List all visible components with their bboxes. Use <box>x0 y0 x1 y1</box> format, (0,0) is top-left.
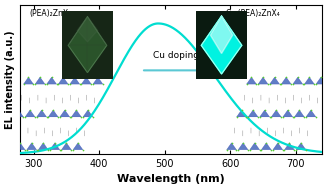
Y-axis label: EL intensity (a.u.): EL intensity (a.u.) <box>5 30 15 129</box>
Polygon shape <box>316 77 326 84</box>
Polygon shape <box>15 143 25 150</box>
Polygon shape <box>237 110 247 117</box>
Polygon shape <box>71 110 81 117</box>
Polygon shape <box>248 110 258 117</box>
Polygon shape <box>14 110 24 117</box>
Polygon shape <box>81 77 91 84</box>
Polygon shape <box>47 77 57 84</box>
Polygon shape <box>281 77 291 84</box>
Polygon shape <box>271 110 281 117</box>
Polygon shape <box>261 143 271 150</box>
Polygon shape <box>306 110 316 117</box>
Text: (PEA)₂ZnX₄: (PEA)₂ZnX₄ <box>29 9 72 18</box>
Polygon shape <box>247 77 256 84</box>
Polygon shape <box>37 110 46 117</box>
Polygon shape <box>58 77 68 84</box>
Polygon shape <box>238 143 248 150</box>
Polygon shape <box>258 77 268 84</box>
Polygon shape <box>70 77 80 84</box>
Polygon shape <box>293 77 303 84</box>
Polygon shape <box>250 143 260 150</box>
Polygon shape <box>50 143 60 150</box>
Polygon shape <box>283 110 293 117</box>
Text: Cu doping: Cu doping <box>153 51 199 60</box>
Polygon shape <box>60 110 70 117</box>
Polygon shape <box>296 143 306 150</box>
Polygon shape <box>73 143 83 150</box>
Polygon shape <box>304 77 314 84</box>
Polygon shape <box>284 143 294 150</box>
Polygon shape <box>201 16 242 74</box>
Text: Cu:(PEA)₂ZnX₄: Cu:(PEA)₂ZnX₄ <box>226 9 280 18</box>
Polygon shape <box>273 143 283 150</box>
Polygon shape <box>294 110 304 117</box>
X-axis label: Wavelength (nm): Wavelength (nm) <box>117 174 225 184</box>
Polygon shape <box>260 110 269 117</box>
Polygon shape <box>25 110 35 117</box>
Polygon shape <box>61 143 71 150</box>
Polygon shape <box>93 77 103 84</box>
Polygon shape <box>4 143 13 150</box>
Polygon shape <box>77 17 97 42</box>
Polygon shape <box>68 17 107 73</box>
Polygon shape <box>83 110 93 117</box>
Polygon shape <box>227 143 236 150</box>
Polygon shape <box>38 143 48 150</box>
Polygon shape <box>24 77 33 84</box>
Polygon shape <box>48 110 58 117</box>
Polygon shape <box>210 16 233 53</box>
Polygon shape <box>27 143 37 150</box>
Polygon shape <box>270 77 280 84</box>
Polygon shape <box>35 77 45 84</box>
